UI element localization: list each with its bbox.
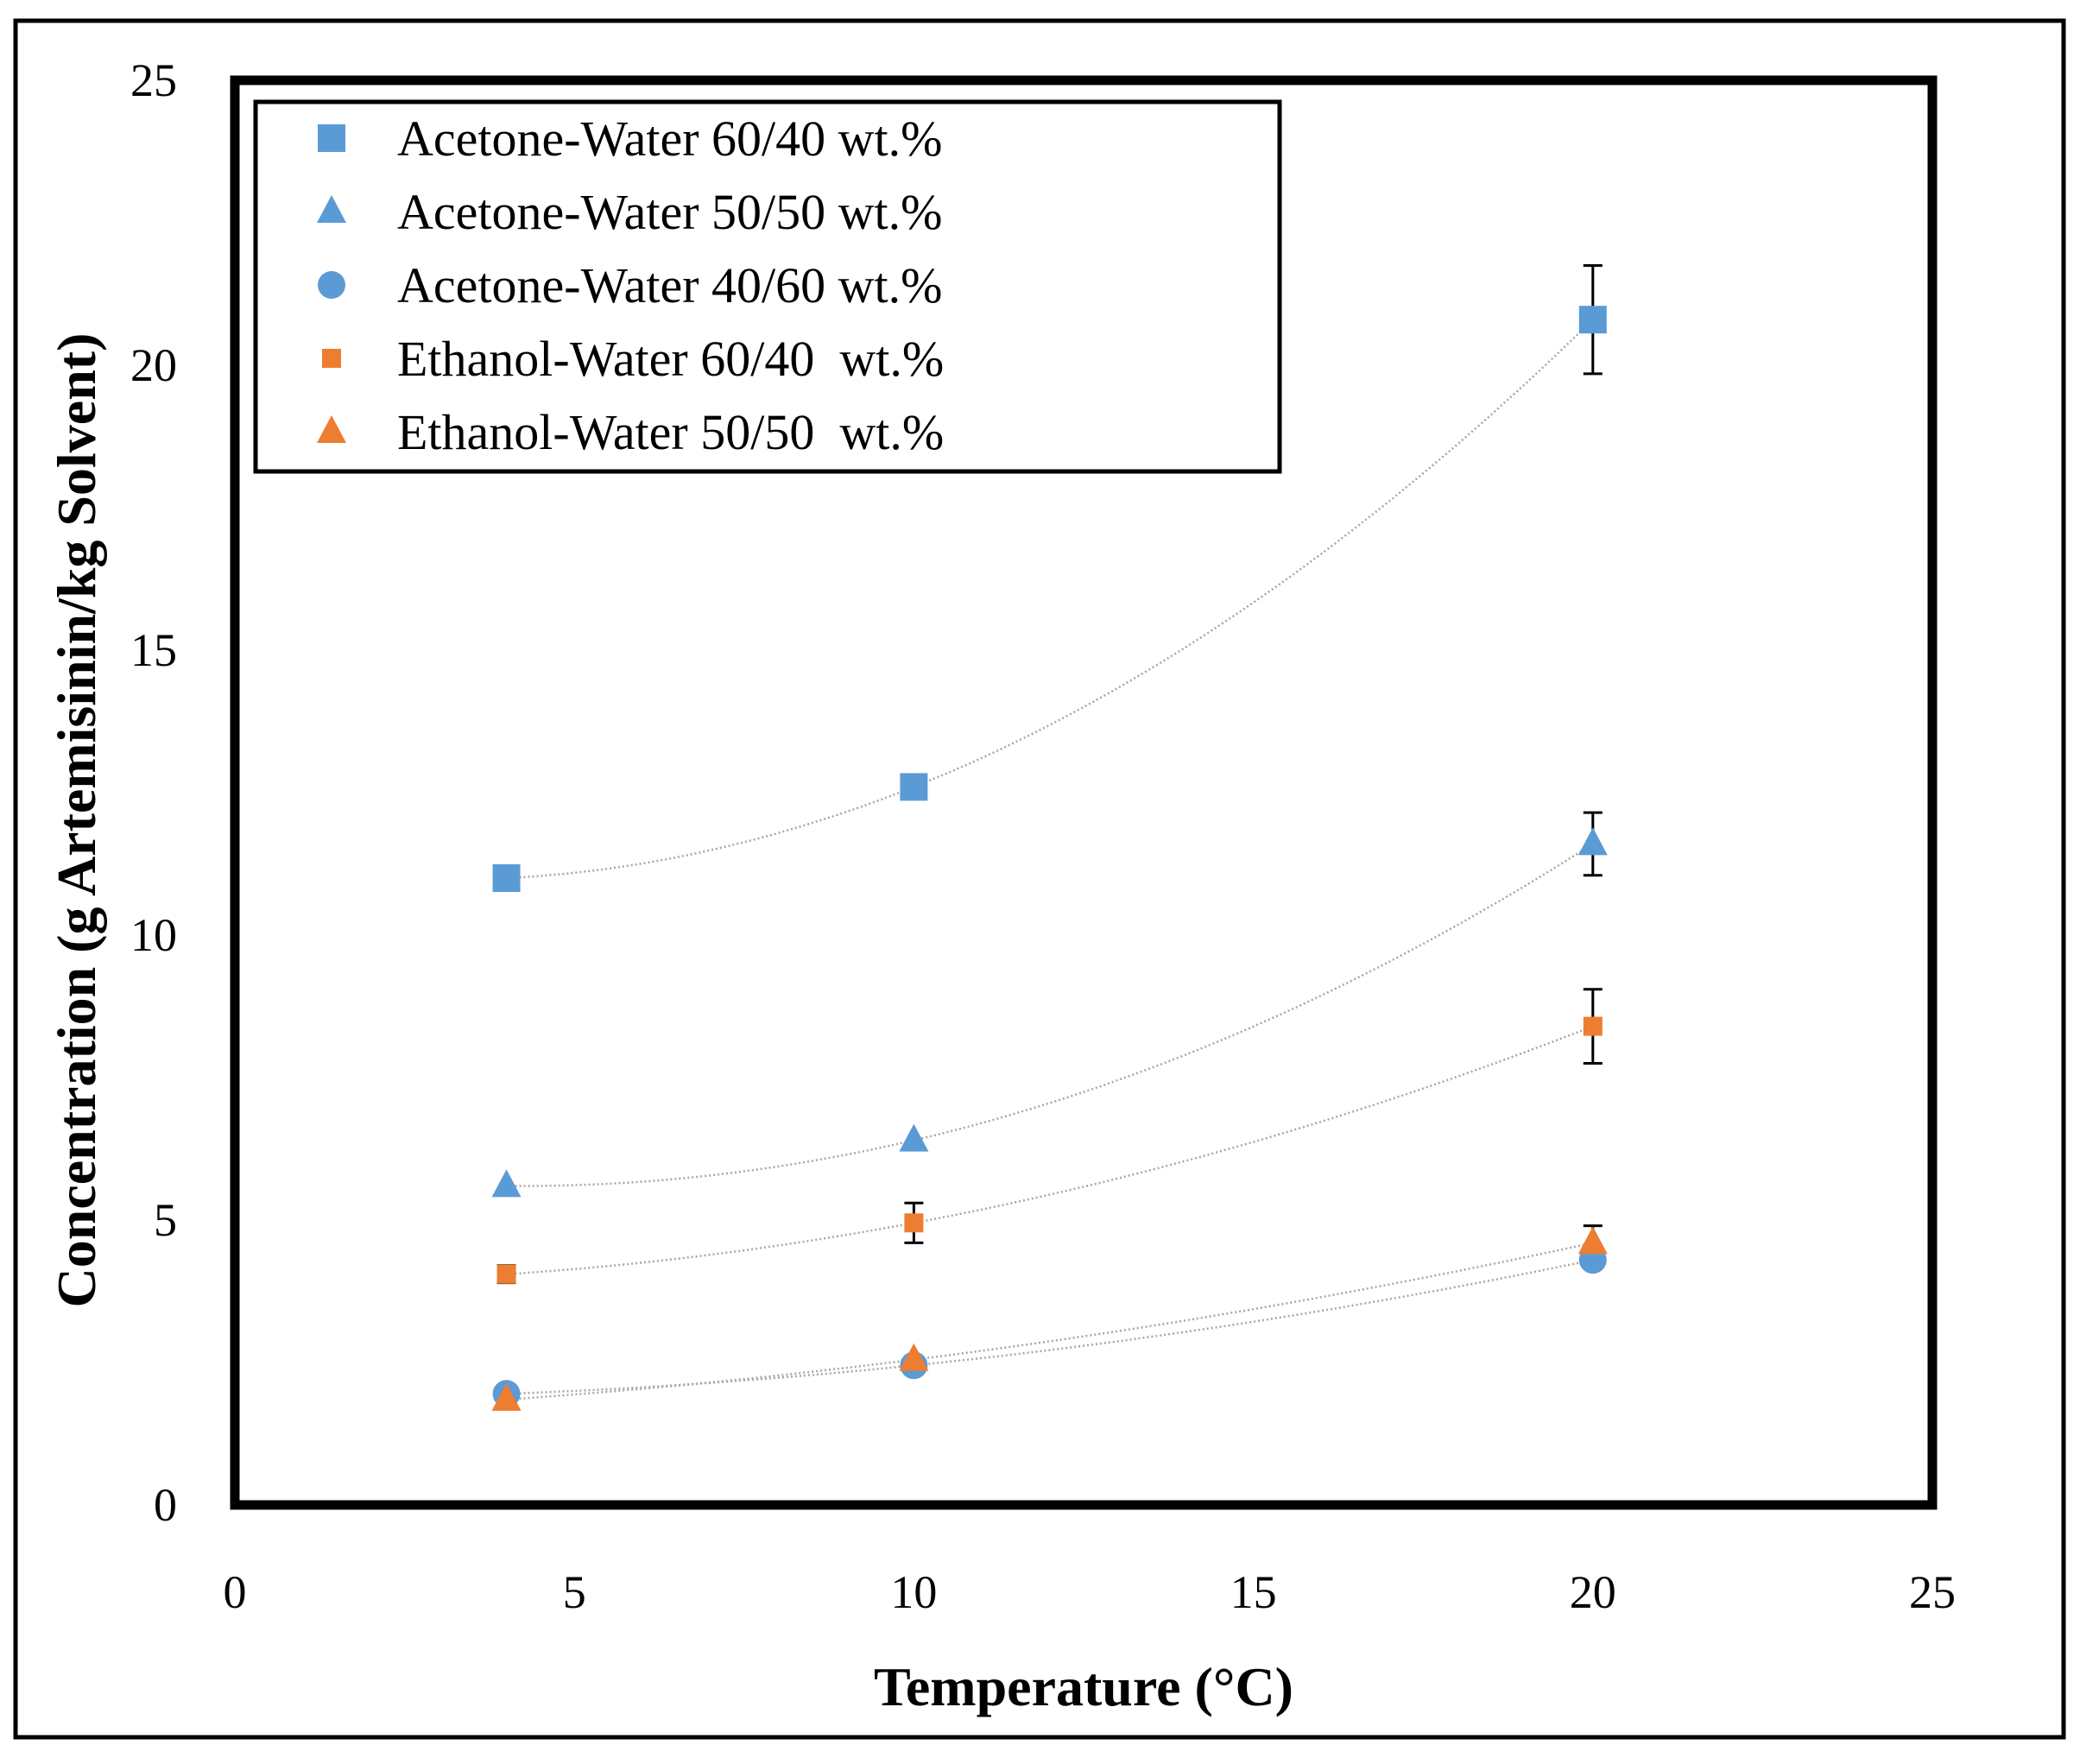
data-point [1578, 306, 1607, 334]
legend-label: Ethanol-Water 50/50 wt.% [397, 404, 944, 460]
trendline [506, 843, 1594, 1187]
legend-marker [317, 195, 346, 223]
x-tick-label: 5 [563, 1566, 586, 1618]
trendline [506, 1242, 1594, 1401]
legend-marker [318, 124, 345, 152]
data-point [491, 1382, 522, 1411]
data-point [900, 773, 928, 801]
x-axis-title: Temperature (°C) [874, 1656, 1293, 1717]
data-point [1583, 1016, 1603, 1036]
legend-label: Ethanol-Water 60/40 wt.% [397, 331, 944, 387]
x-tick-label: 0 [224, 1566, 247, 1618]
trendline [506, 319, 1594, 880]
y-tick-label: 25 [130, 54, 177, 106]
data-markers [491, 306, 1608, 1411]
legend-label: Acetone-Water 40/60 wt.% [397, 257, 943, 313]
data-point [899, 1343, 929, 1371]
data-point [899, 1123, 929, 1152]
y-tick-label: 5 [154, 1194, 177, 1246]
trendline [506, 1025, 1594, 1275]
legend-label: Acetone-Water 50/50 wt.% [397, 184, 943, 240]
legend-marker [322, 349, 341, 368]
data-point [1577, 1226, 1608, 1255]
y-tick-label: 0 [154, 1479, 177, 1531]
y-tick-label: 10 [130, 909, 177, 961]
data-point [491, 1169, 522, 1198]
data-point [904, 1213, 924, 1233]
legend-box [253, 99, 1282, 474]
y-axis-title: Concentration (g Artemisinin/kg Solvent) [46, 333, 107, 1308]
x-tick-label: 15 [1230, 1566, 1277, 1618]
y-tick-label: 15 [130, 624, 177, 676]
legend: Acetone-Water 60/40 wt.% Acetone-Water 50… [253, 99, 1282, 474]
trendlines [506, 319, 1594, 1401]
x-tick-label: 20 [1570, 1566, 1616, 1618]
legend-marker [318, 271, 345, 299]
y-tick-label: 20 [130, 339, 177, 391]
legend-marker [317, 415, 346, 443]
x-tick-label: 10 [890, 1566, 937, 1618]
x-tick-label: 25 [1909, 1566, 1956, 1618]
tick-labels: 0 5 10 15 20 25 0 5 10 15 20 25 [130, 54, 1956, 1618]
legend-label: Acetone-Water 60/40 wt.% [397, 111, 943, 167]
trendline [506, 1258, 1594, 1395]
data-point [496, 1264, 516, 1284]
data-point [1577, 827, 1608, 856]
data-point [492, 864, 521, 892]
